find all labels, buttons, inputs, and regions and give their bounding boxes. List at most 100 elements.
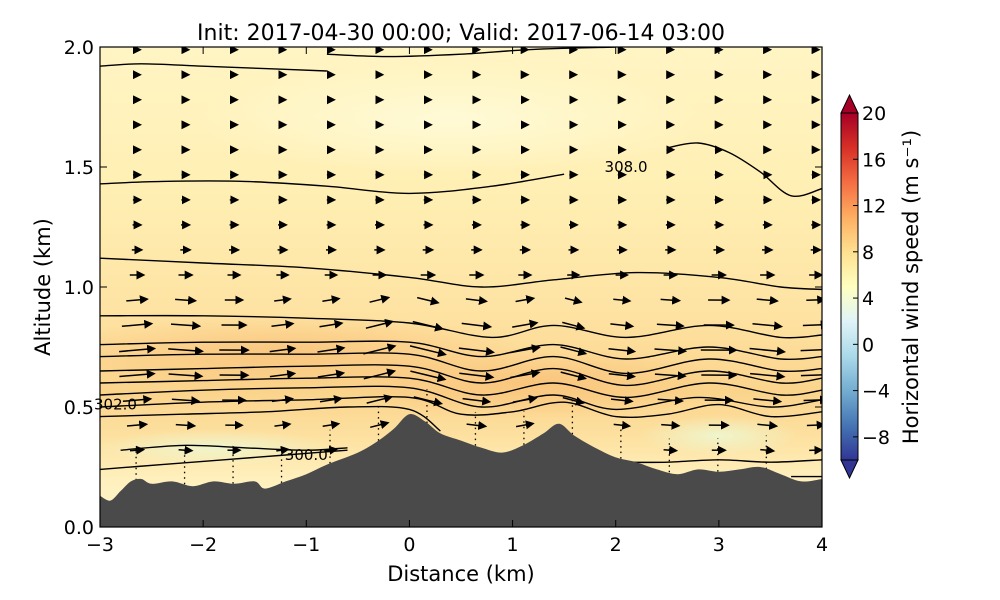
wind-vector <box>752 321 784 331</box>
x-tick-label: −1 <box>292 534 320 556</box>
x-tick-label: 0 <box>403 534 415 556</box>
colorbar-tick-label: 4 <box>862 288 874 310</box>
x-tick-label: 1 <box>507 534 519 556</box>
wind-vector <box>271 395 295 405</box>
wind-vector <box>319 319 344 329</box>
wind-vector <box>412 320 445 332</box>
wind-vector <box>560 346 588 357</box>
wind-vector <box>271 320 295 329</box>
wind-vector <box>459 371 495 381</box>
theta-contour <box>100 385 822 411</box>
colorbar-tick-label: 20 <box>862 103 886 125</box>
wind-vector <box>749 346 786 356</box>
contour-label: 302.0 <box>94 396 137 414</box>
colorbar-tick-label: 8 <box>862 242 874 264</box>
wind-vector <box>803 395 822 405</box>
wind-vector <box>750 371 786 381</box>
x-tick-label: −2 <box>189 534 217 556</box>
y-axis: 0.0 0.5 1.0 1.5 2.0 <box>64 37 822 539</box>
wind-vector <box>564 296 583 305</box>
colorbar-tick-label: −8 <box>862 427 890 449</box>
theta-contour <box>100 405 441 432</box>
wind-vector <box>121 319 154 329</box>
wind-vector <box>458 346 495 356</box>
wind-vector <box>800 374 822 377</box>
wind-vector <box>409 345 447 358</box>
theta-contour <box>100 63 327 72</box>
wind-vector <box>370 420 390 429</box>
wind-vector <box>515 295 536 304</box>
wind-vector <box>756 295 779 305</box>
contour-labels: 300.0 302.0 308.0 <box>94 158 648 464</box>
wind-vector <box>119 369 156 379</box>
y-tick-label: 1.0 <box>64 277 94 299</box>
wind-vector <box>363 343 397 355</box>
wind-vector <box>175 295 198 305</box>
wind-vector <box>276 445 290 455</box>
wind-vector <box>802 320 822 330</box>
wind-vector <box>322 295 341 305</box>
wind-vector <box>610 396 634 406</box>
y-tick-label: 1.5 <box>64 157 94 179</box>
wind-vector <box>608 371 636 381</box>
wind-vector <box>562 396 585 406</box>
y-tick-label: 2.0 <box>64 37 94 59</box>
wind-vector <box>126 420 149 430</box>
wind-vector <box>170 321 202 331</box>
wind-vector <box>322 420 341 430</box>
x-axis-label: Distance (km) <box>387 562 535 586</box>
wind-vector <box>800 349 822 352</box>
theta-contour <box>100 395 822 419</box>
wind-vector <box>126 295 149 305</box>
wind-vector <box>610 321 635 331</box>
wind-vector <box>324 445 339 455</box>
wind-vector <box>465 296 488 305</box>
wind-vector <box>562 321 586 331</box>
colorbar-tick-label: 0 <box>862 334 874 356</box>
theta-contour <box>326 47 616 58</box>
wind-vector <box>369 294 391 304</box>
wind-vector <box>363 368 397 380</box>
wind-vector <box>119 344 157 354</box>
wind-vector <box>129 445 146 455</box>
colorbar-extend-max <box>840 93 859 114</box>
wind-vector <box>656 321 685 330</box>
wind-vector <box>317 344 346 354</box>
terrain-profile <box>100 414 822 527</box>
wind-vector <box>366 394 394 404</box>
wind-vector <box>654 371 687 381</box>
wind-vector <box>462 396 492 406</box>
x-axis: −3 −2 −1 0 1 2 3 4 <box>86 47 828 556</box>
theta-contour <box>100 376 822 399</box>
wind-vector <box>654 346 688 356</box>
y-tick-label: 0.0 <box>64 517 94 539</box>
wind-vector <box>122 395 153 405</box>
wind-vector <box>657 395 684 405</box>
wind-vector <box>512 394 538 404</box>
wind-vectors <box>119 47 822 485</box>
wind-vector <box>510 369 541 379</box>
theta-contour <box>100 449 348 471</box>
wind-vector <box>178 445 194 455</box>
wind-vector <box>274 295 292 305</box>
y-tick-label: 0.5 <box>64 397 94 419</box>
wind-vector <box>319 395 343 404</box>
plot-area: 300.0 302.0 308.0 <box>94 46 823 528</box>
wind-vector <box>269 344 297 354</box>
x-tick-label: 4 <box>816 534 828 556</box>
wind-vector <box>760 445 776 455</box>
wind-vector <box>509 344 541 354</box>
y-axis-label: Altitude (km) <box>31 218 55 356</box>
weak-wind-region <box>190 64 711 174</box>
contour-label: 308.0 <box>605 158 648 176</box>
wind-vector <box>613 295 632 305</box>
wind-vector <box>168 346 204 356</box>
wind-vector <box>175 420 197 430</box>
wind-vector <box>365 318 395 329</box>
wind-vector <box>168 371 204 381</box>
colorbar-tick-label: 16 <box>862 149 886 171</box>
colorbar-scale <box>840 112 859 461</box>
wind-vector <box>753 396 783 406</box>
calm-region <box>100 429 334 466</box>
